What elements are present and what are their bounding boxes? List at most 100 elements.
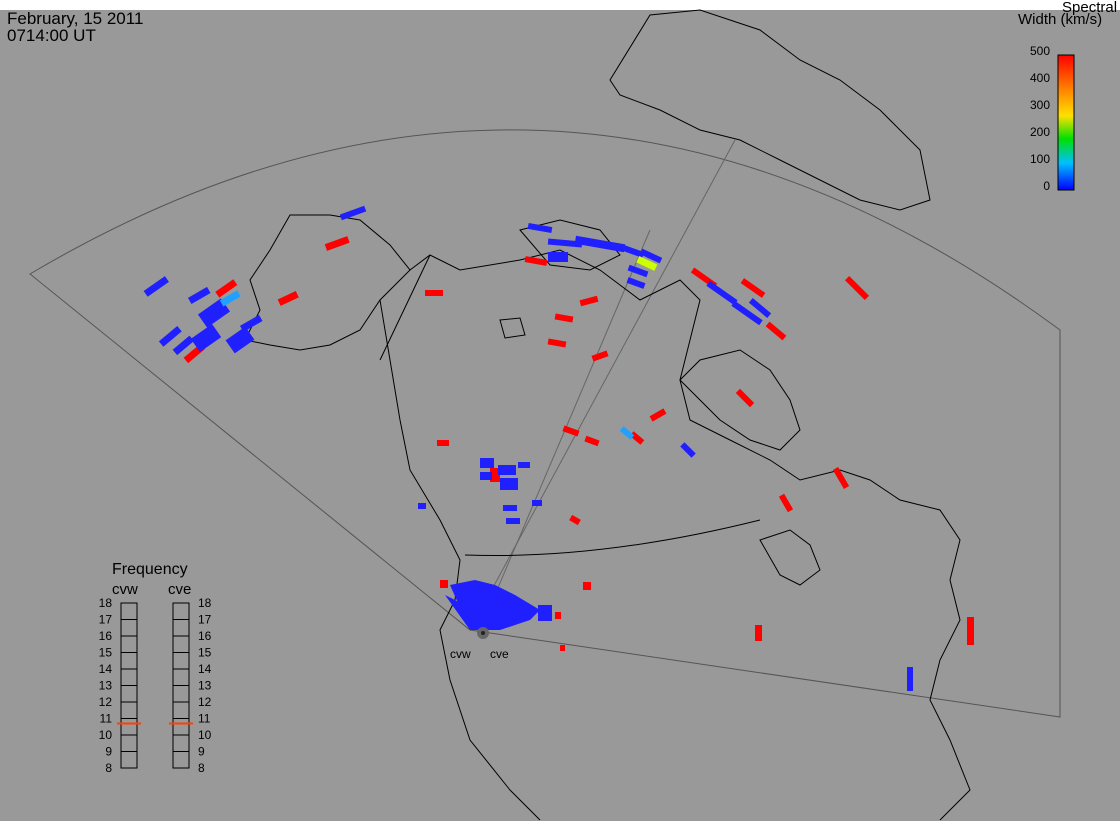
echo-cell [755, 625, 762, 641]
greenland-coast [609, 9, 931, 211]
cve-frequency-tick: 18 [198, 596, 212, 610]
cve-frequency-tick: 10 [198, 728, 212, 742]
echo-cell [649, 408, 667, 422]
echo-cell [844, 275, 870, 301]
echo-cell [636, 256, 658, 271]
cvw-frequency-tick: 17 [99, 613, 113, 627]
echo-cell [490, 468, 500, 482]
echo-cell [225, 326, 255, 354]
echo-cell [680, 442, 696, 458]
echo-cell [324, 236, 350, 251]
colorbar-tick: 0 [1043, 179, 1050, 193]
echo-cell [569, 514, 581, 526]
echo-cell [574, 235, 626, 253]
cvw-frequency-tick: 9 [105, 745, 112, 759]
echo-cell [215, 279, 238, 298]
echo-cell [748, 297, 772, 319]
echo-cell [418, 503, 426, 509]
cvw-frequency-tick: 8 [105, 761, 112, 775]
frequency-label-cvw: cvw [112, 581, 138, 598]
echo-cell [524, 256, 548, 266]
cvw-frequency-tick: 12 [99, 695, 113, 709]
echo-cell [579, 295, 599, 307]
echo-cell [765, 321, 787, 341]
echo-cell [562, 425, 580, 437]
cvw-frequency-tick: 10 [99, 728, 113, 742]
echo-cell [547, 338, 567, 348]
west-coast [379, 299, 541, 821]
echo-cell [437, 440, 449, 446]
echo-cell [639, 248, 663, 264]
echo-cell [548, 252, 568, 262]
radar-label-cvw: cvw [450, 647, 471, 661]
cvw-frequency-tick: 15 [99, 646, 113, 660]
frequency-label-cve: cve [168, 581, 192, 598]
echo-cell [219, 290, 241, 307]
colorbar-tick: 100 [1030, 152, 1050, 166]
echo-cell [538, 605, 552, 621]
echo-cell [143, 276, 169, 297]
hudson-bay-coast [679, 349, 801, 451]
cvw-frequency-tick: 13 [99, 679, 113, 693]
echo-cell [560, 645, 565, 651]
echo-cell [584, 435, 600, 447]
colorbar-tick: 200 [1030, 125, 1050, 139]
echo-cell [619, 426, 635, 440]
echo-cell [706, 280, 738, 306]
colorbar-tick: 500 [1030, 44, 1050, 58]
radar-label-cve: cve [490, 647, 509, 661]
echo-cell [554, 313, 574, 323]
cvw-frequency-tick: 11 [100, 712, 113, 726]
echo-cell [503, 505, 517, 511]
echo-cell [518, 462, 530, 468]
echo-cell [555, 612, 561, 619]
echo-cell [967, 617, 974, 645]
echo-fan [445, 595, 470, 630]
echo-cell [498, 465, 516, 475]
plot-date: February, 15 2011 [7, 9, 144, 28]
echo-cell [440, 580, 448, 588]
echo-cell [591, 350, 609, 362]
echo-cell [731, 300, 763, 326]
echo-cell [583, 582, 591, 590]
echo-cell [197, 298, 231, 328]
radar-site-marker [481, 631, 485, 635]
field-of-view-outline [29, 129, 1061, 718]
echo-cell [626, 277, 646, 289]
cvw-frequency-tick: 16 [99, 629, 113, 643]
echo-cell [425, 290, 443, 296]
colorbar [1057, 54, 1075, 191]
blue-echo-group [143, 205, 913, 691]
cvw-frequency-tick: 18 [99, 596, 113, 610]
echo-fan [450, 580, 540, 630]
echo-cell [187, 286, 211, 304]
frequency-panel-cve: 18 17 16 15 14 13 12 11 10 9 8 [169, 596, 212, 775]
colorbar-ticks: 500 400 300 200 100 0 [1030, 44, 1050, 193]
echo-cell [532, 500, 542, 506]
echo-cell [619, 244, 645, 258]
political-borders [379, 254, 761, 557]
echo-cell [527, 222, 553, 234]
cve-frequency-tick: 13 [198, 679, 212, 693]
echo-cell [277, 291, 299, 306]
cve-frequency-tick: 14 [198, 662, 212, 676]
great-lakes [759, 529, 821, 586]
cve-frequency-tick: 15 [198, 646, 212, 660]
echo-cell [907, 667, 913, 691]
echo-cell [500, 478, 518, 490]
alaska-canada-border [379, 254, 431, 361]
colorbar-title-line1: Spectral [1062, 0, 1118, 16]
cve-frequency-tick: 9 [198, 745, 205, 759]
echo-cell [740, 278, 766, 298]
plot-time: 0714:00 UT [7, 26, 96, 45]
arctic-island [519, 219, 621, 271]
cve-frequency-tick: 8 [198, 761, 205, 775]
colorbar-title-line2: Width (km/s) [1018, 11, 1103, 28]
echo-cell [339, 205, 367, 221]
cve-frequency-tick: 11 [198, 712, 211, 726]
canada-us-border [464, 519, 761, 557]
echo-cell [239, 314, 263, 332]
frequency-panel-cvw: 18 17 16 15 14 13 12 11 10 9 8 [99, 596, 141, 775]
light-echo-group [219, 256, 658, 440]
